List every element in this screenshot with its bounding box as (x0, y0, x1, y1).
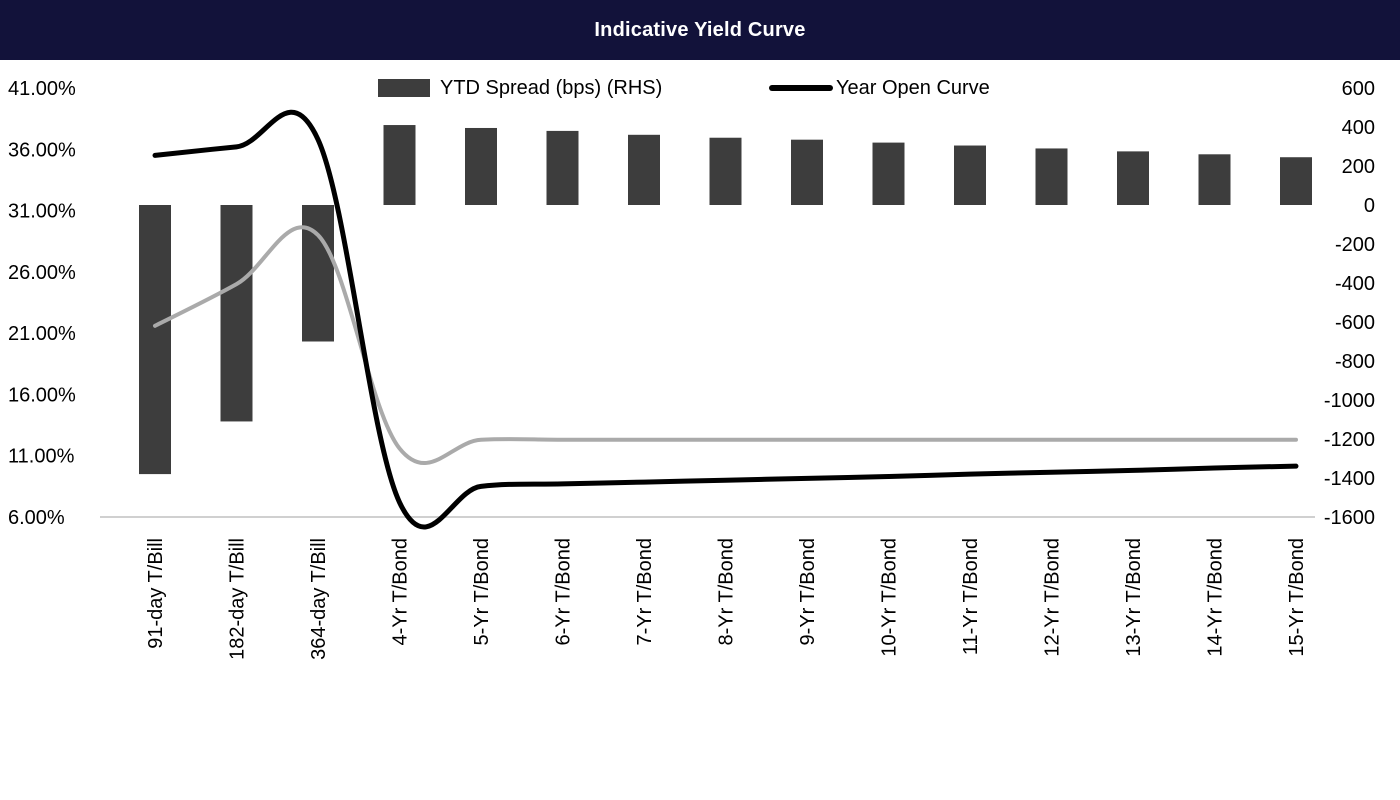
year-open-curve-line (152, 109, 1299, 530)
spread-bar (1280, 157, 1312, 205)
category-labels: 91-day T/Bill 182-day T/Bill 364-day T/Bil… (145, 538, 1308, 660)
left-axis-tick: 31.00% (8, 201, 76, 223)
spread-bar (709, 137, 742, 205)
spread-bar (465, 127, 497, 205)
right-axis-tick: -1000 (1324, 390, 1375, 412)
right-axis-tick: 600 (1342, 78, 1375, 100)
right-axis-tick: -1200 (1324, 429, 1375, 451)
category-label: 12-Yr T/Bond (1042, 538, 1064, 657)
spread-bar (1117, 151, 1149, 205)
category-label: 9-Yr T/Bond (797, 538, 819, 645)
spread-bar (1035, 148, 1068, 205)
left-axis-tick: 26.00% (8, 262, 76, 284)
left-axis-ticks: 41.00% 36.00% 31.00% 26.00% 21.00% 16.00% 11.0… (8, 78, 76, 529)
yield-curve-chart: 41.00% 36.00% 31.00% 26.00% 21.00% 16.00% 11.0… (8, 77, 1375, 660)
legend-bar-label: YTD Spread (bps) (RHS) (440, 77, 662, 99)
right-axis-ticks: 600 400 200 0 -200 -400 -600 -800 -1000 -1200 -140… (1324, 78, 1375, 529)
spread-bar (139, 205, 171, 475)
right-axis-tick: -800 (1335, 351, 1375, 373)
spread-bar (383, 125, 416, 205)
right-axis-tick: -1600 (1324, 507, 1375, 529)
category-label: 6-Yr T/Bond (553, 538, 575, 645)
legend-bar-swatch (378, 79, 430, 97)
current-curve-line (153, 225, 1298, 465)
spread-bar (1198, 154, 1231, 205)
chart-title: Indicative Yield Curve (594, 18, 806, 41)
category-label: 11-Yr T/Bond (960, 538, 982, 655)
curve-lines (152, 109, 1299, 530)
category-label: 15-Yr T/Bond (1286, 538, 1308, 657)
category-label: 8-Yr T/Bond (716, 538, 738, 645)
spread-bar (791, 139, 823, 205)
right-axis-tick: -600 (1335, 312, 1375, 334)
left-axis-tick: 11.00% (8, 446, 75, 468)
spread-bars (139, 125, 1312, 475)
left-axis-tick: 36.00% (8, 139, 76, 161)
legend: YTD Spread (bps) (RHS) Year Open Curve (378, 77, 990, 99)
category-label: 7-Yr T/Bond (634, 538, 656, 645)
spread-bar (628, 134, 660, 205)
chart-title-bar: Indicative Yield Curve (0, 0, 1400, 60)
right-axis-tick: -1400 (1324, 468, 1375, 490)
right-axis-tick: -200 (1335, 234, 1375, 256)
category-label: 5-Yr T/Bond (471, 538, 493, 645)
left-axis-tick: 16.00% (8, 384, 76, 406)
category-label: 10-Yr T/Bond (879, 538, 901, 657)
right-axis-tick: 400 (1342, 117, 1375, 139)
left-axis-tick: 41.00% (8, 78, 76, 100)
spread-bar (220, 205, 253, 422)
left-axis-tick: 6.00% (8, 507, 65, 529)
spread-bar (872, 142, 905, 205)
category-label: 14-Yr T/Bond (1205, 538, 1227, 657)
right-axis-tick: 200 (1342, 156, 1375, 178)
category-label: 91-day T/Bill (145, 538, 167, 649)
category-label: 4-Yr T/Bond (390, 538, 412, 645)
right-axis-tick: 0 (1364, 195, 1375, 217)
left-axis-tick: 21.00% (8, 323, 76, 345)
spread-bar (954, 145, 986, 205)
right-axis-tick: -400 (1335, 273, 1375, 295)
category-label: 13-Yr T/Bond (1123, 538, 1145, 657)
spread-bar (546, 130, 579, 205)
category-label: 182-day T/Bill (227, 538, 249, 660)
spread-bar (302, 205, 334, 342)
category-label: 364-day T/Bill (308, 538, 330, 660)
legend-line-label: Year Open Curve (836, 77, 990, 99)
